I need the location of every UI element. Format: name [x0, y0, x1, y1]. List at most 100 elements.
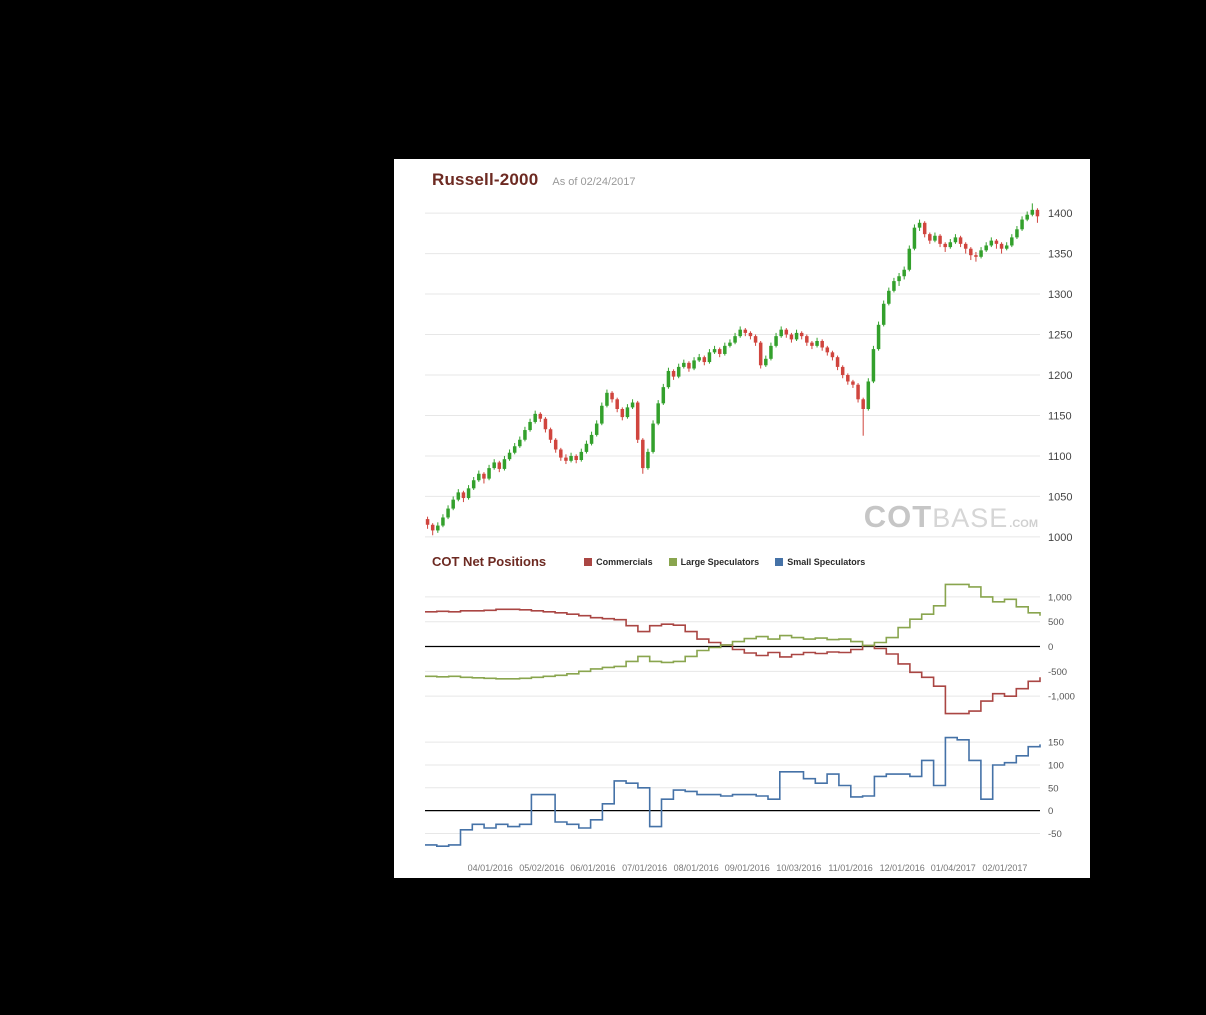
candle-body: [743, 329, 748, 333]
axis-tick-label: 50: [1048, 783, 1059, 794]
candle-body: [707, 352, 712, 363]
candle-body: [487, 468, 491, 479]
candle-body: [600, 405, 604, 424]
candle-body: [897, 276, 901, 282]
price-axis-tick-label: 1400: [1048, 208, 1072, 220]
as-of-label: As of 02/24/2017: [552, 176, 636, 188]
candle-body: [840, 366, 845, 375]
price-axis-tick-label: 1200: [1048, 370, 1072, 382]
candle-body: [856, 384, 860, 400]
x-axis-tick-label: 07/01/2016: [622, 863, 667, 873]
candle-body: [692, 360, 696, 369]
candle-body: [835, 357, 840, 367]
x-axis-tick-label: 08/01/2016: [674, 863, 719, 873]
candle-body: [635, 402, 640, 440]
candle-body: [933, 235, 937, 241]
candle-body: [676, 366, 681, 377]
small-speculators-chart: 150 100 50 0 -50: [425, 736, 1064, 847]
candle-body: [717, 349, 722, 354]
axis-tick-label: 1,000: [1048, 592, 1072, 603]
candle-body: [687, 362, 691, 369]
candle-body: [605, 392, 609, 406]
axis-tick-label: 100: [1048, 760, 1064, 771]
candle-body: [892, 281, 896, 291]
chart-canvas: 1000105011001150120012501300135014001,00…: [425, 203, 1075, 873]
legend-item-commercials: Commercials: [584, 557, 653, 567]
candle-body: [902, 269, 906, 277]
candle-body: [794, 332, 799, 340]
chart-panel: Russell-2000 As of 02/24/2017 COT BASE .CO…: [394, 159, 1090, 878]
axis-tick-label: -1,000: [1048, 692, 1075, 703]
candle-body: [999, 243, 1004, 249]
candle-body: [682, 362, 686, 367]
candle-body: [661, 387, 666, 404]
candle-body: [589, 434, 594, 444]
x-axis-tick-label: 05/02/2016: [519, 863, 564, 873]
candle-body: [456, 492, 461, 500]
candle-body: [738, 329, 742, 337]
candle-body: [820, 341, 824, 348]
x-axis-tick-label: 02/01/2017: [982, 863, 1027, 873]
candle-body: [584, 443, 589, 452]
candle-body: [989, 240, 994, 246]
candle-body: [917, 222, 922, 228]
x-axis-tick-label: 06/01/2016: [570, 863, 615, 873]
cot-section-header: COT Net Positions Commercials Large Spec…: [432, 554, 865, 569]
candle-body: [548, 429, 553, 440]
candle-body: [825, 347, 830, 353]
axis-tick-label: 150: [1048, 738, 1064, 749]
legend-label-small-speculators: Small Speculators: [787, 556, 866, 567]
candle-body: [1010, 237, 1014, 246]
price-axis-tick-label: 1300: [1048, 289, 1072, 301]
candle-body: [569, 455, 573, 461]
x-axis-tick-label: 01/04/2017: [931, 863, 976, 873]
candle-body: [799, 332, 804, 337]
watermark-base-text: BASE: [932, 503, 1009, 533]
candle-body: [543, 418, 548, 430]
axis-tick-label: -500: [1048, 667, 1067, 678]
candle-body: [866, 381, 871, 409]
candle-body: [887, 290, 891, 304]
candle-body: [963, 243, 968, 249]
candle-body: [723, 345, 727, 354]
cot-section-title: COT Net Positions: [432, 554, 547, 569]
x-axis: 04/01/2016 05/02/2016 06/01/2016 07/01/2016…: [468, 863, 1028, 873]
candle-body: [507, 452, 512, 460]
candle-body: [728, 342, 732, 346]
candle-body: [518, 439, 522, 447]
candle-body: [979, 250, 983, 257]
net-positions-chart: 1,000 500 0 -500 -1,000: [425, 583, 1075, 715]
candle-body: [969, 248, 973, 256]
candle-body: [471, 480, 476, 489]
candle-body: [620, 409, 625, 418]
axis-tick-label: 0: [1048, 806, 1053, 817]
candle-body: [702, 357, 707, 363]
candle-body: [553, 439, 558, 450]
price-axis-tick-label: 1000: [1048, 532, 1072, 544]
small-speculators-swatch-icon: [775, 557, 784, 566]
candle-body: [789, 334, 794, 340]
candle-body: [748, 332, 753, 337]
price-axis-tick-label: 1150: [1048, 410, 1072, 422]
candle-body: [769, 345, 773, 359]
commercials-swatch-icon: [584, 557, 593, 566]
x-axis-tick-label: 11/01/2016: [828, 863, 872, 873]
candle-body: [671, 370, 676, 377]
legend: Commercials Large Speculators Small Spec…: [568, 557, 865, 567]
candle-body: [871, 349, 876, 382]
chart-header: Russell-2000 As of 02/24/2017: [432, 170, 636, 190]
axis-tick-label: 500: [1048, 617, 1064, 628]
candle-body: [1025, 214, 1029, 220]
candle-body: [451, 499, 455, 509]
candle-body: [943, 243, 947, 248]
candle-body: [436, 525, 440, 531]
watermark-com-text: .COM: [1009, 518, 1038, 530]
candle-body: [615, 399, 619, 409]
candle-body: [974, 255, 978, 257]
candle-body: [784, 329, 789, 335]
candle-body: [846, 375, 850, 382]
candle-body: [564, 457, 568, 461]
candle-body: [625, 407, 630, 418]
candle-body: [958, 237, 963, 244]
